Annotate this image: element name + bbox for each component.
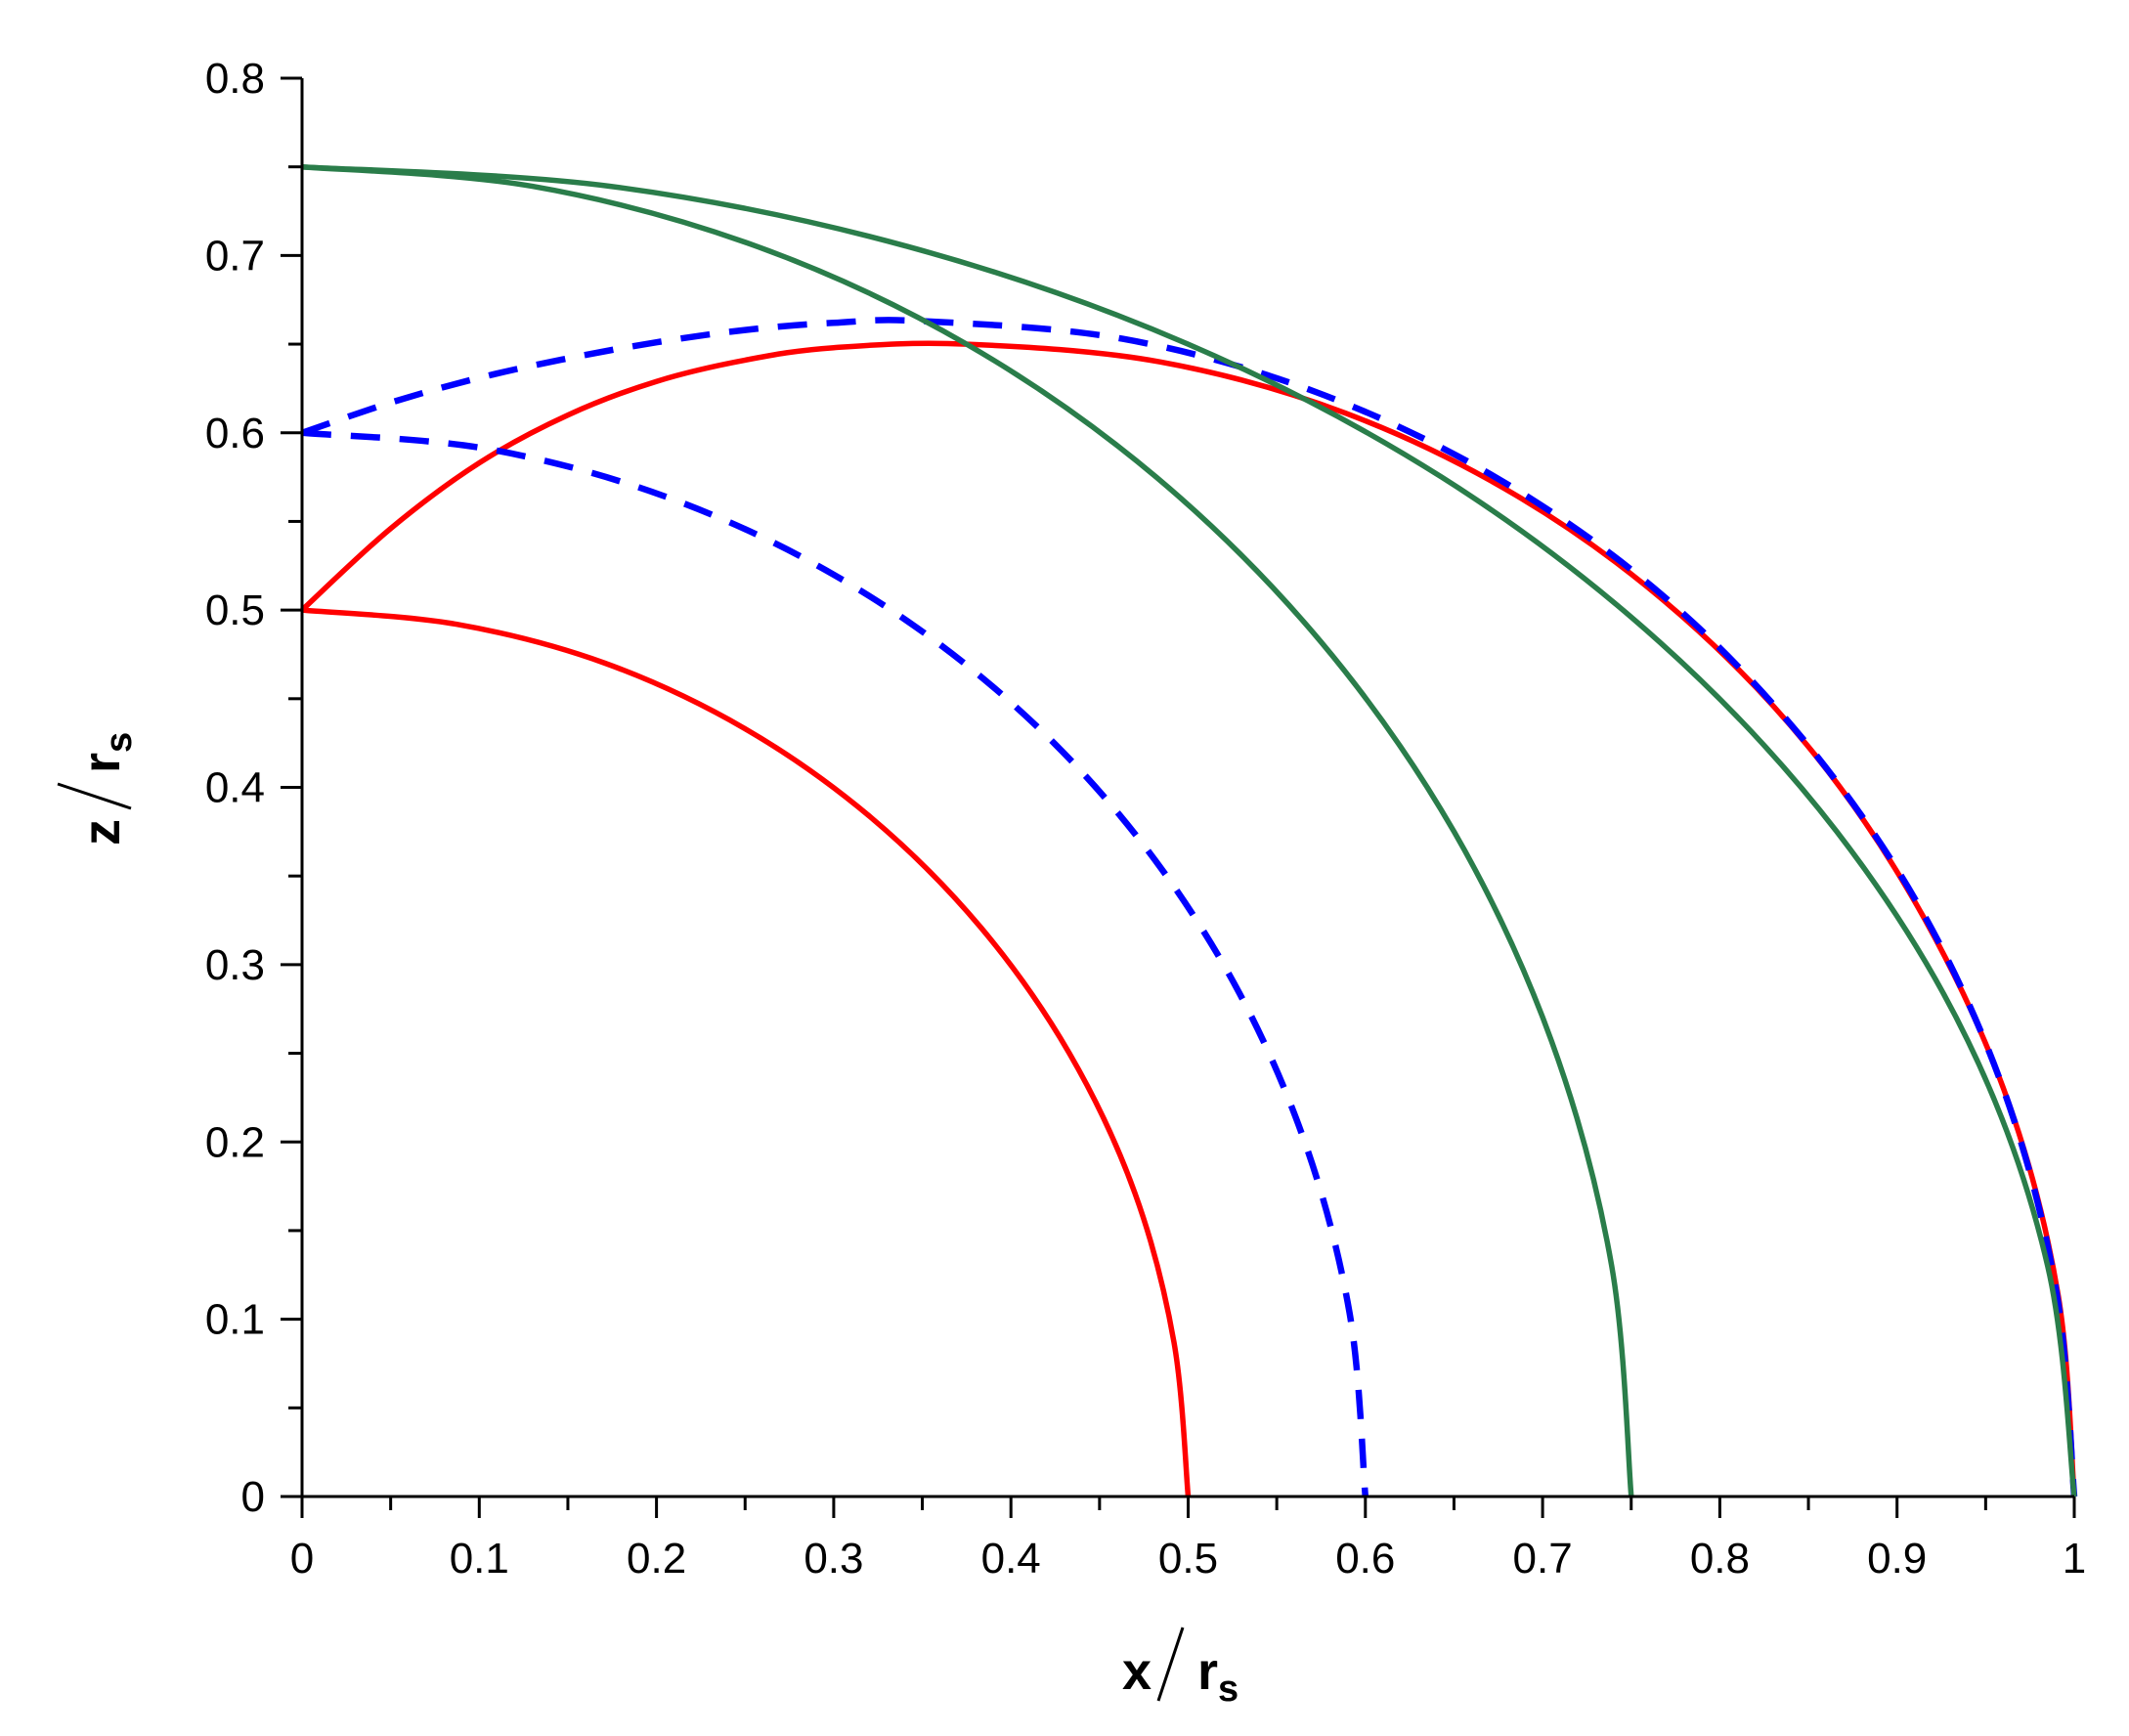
x-tick-label: 0.8 — [1690, 1535, 1750, 1583]
y-axis-label-denominator: rs — [72, 732, 140, 773]
y-axis-label-slash — [57, 782, 132, 810]
y-tick-label: 0.6 — [205, 410, 265, 457]
series-line-5 — [301, 163, 1634, 1497]
series-line-1 — [301, 607, 1192, 1497]
y-tick-label: 0.2 — [205, 1118, 265, 1166]
x-axis-label: x — [1122, 1642, 1151, 1701]
x-tick-label: 0.4 — [981, 1535, 1041, 1583]
x-axis-label-slash — [1156, 1627, 1185, 1702]
y-tick-label: 0.8 — [205, 55, 265, 103]
series-line-4 — [300, 317, 2078, 1497]
series-line-2 — [300, 340, 2077, 1497]
x-tick-label: 1 — [2063, 1535, 2086, 1583]
y-tick-label: 0.3 — [205, 941, 265, 989]
y-tick-label: 0.1 — [205, 1296, 265, 1344]
y-axis-label-group: z rs — [57, 732, 140, 846]
y-tick-label: 0.4 — [205, 764, 265, 812]
x-tick-label: 0.1 — [450, 1535, 509, 1583]
y-tick-label: 0.5 — [205, 586, 265, 634]
y-axis-label: z — [72, 819, 131, 846]
x-tick-label: 0.7 — [1513, 1535, 1573, 1583]
x-tick-label: 0 — [290, 1535, 314, 1583]
y-tick-label: 0 — [241, 1473, 265, 1521]
x-tick-label: 0.5 — [1158, 1535, 1218, 1583]
curves — [300, 163, 2078, 1497]
x-tick-label: 0.9 — [1867, 1535, 1927, 1583]
series-line-6 — [301, 163, 2077, 1497]
x-tick-label: 0.2 — [627, 1535, 686, 1583]
axes: 0 0.1 0.2 0.3 0.4 0.5 0.6 0.7 0.8 0.9 1 0 0.1 0.2 0.3 0… — [205, 55, 2086, 1583]
series-line-3 — [301, 429, 1369, 1497]
x-axis-label-denominator: rs — [1197, 1642, 1238, 1710]
x-tick-label: 0.3 — [804, 1535, 863, 1583]
y-tick-label: 0.7 — [205, 232, 265, 280]
x-tick-label: 0.6 — [1335, 1535, 1395, 1583]
